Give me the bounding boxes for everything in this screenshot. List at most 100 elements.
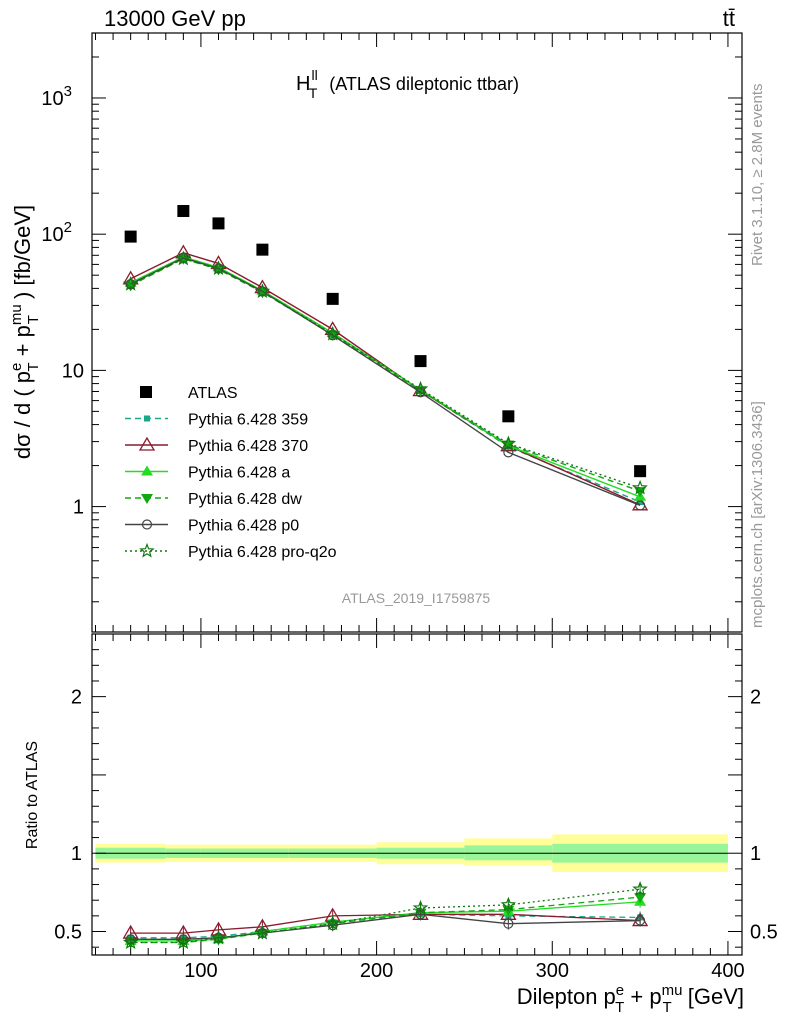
ratio-point-5 — [175, 934, 192, 950]
ratio-y-tick-label-right: 2 — [750, 687, 761, 709]
legend-label-0: Pythia 6.428 359 — [188, 412, 308, 429]
series-point-5 — [210, 260, 227, 276]
ylabel-b-sub: T — [25, 362, 42, 371]
legend-marker-5 — [139, 542, 155, 558]
ratio-line-2 — [130, 901, 641, 942]
header-process: 13000 GeV pp — [104, 6, 246, 31]
series-point-5 — [175, 250, 192, 266]
x-tick-label: 100 — [184, 960, 217, 982]
atlas-data-point — [212, 217, 225, 230]
ratio-y-tick-label: 2 — [71, 687, 82, 709]
series-point-4 — [327, 330, 338, 341]
ylabel-e: ) [fb/GeV] — [10, 205, 35, 305]
ylabel-a: dσ / d ( p — [10, 371, 35, 459]
ratio-line-4 — [130, 913, 641, 940]
atlas-data-point — [634, 465, 647, 478]
x-tick-label: 200 — [360, 960, 393, 982]
series-point-4 — [635, 500, 646, 511]
series-point-4 — [503, 447, 514, 458]
legend-label-1: Pythia 6.428 370 — [188, 438, 308, 455]
atlas-data-point — [124, 230, 137, 243]
main-series-layer — [122, 204, 649, 511]
ratio-series-layer — [122, 881, 649, 950]
atlas-data-point — [502, 410, 515, 423]
side-text-mcplots: mcplots.cern.ch [arXiv:1306.3436] — [749, 401, 766, 628]
legend-label-atlas: ATLAS — [188, 385, 238, 402]
x-tick-label: 300 — [536, 960, 569, 982]
ratio-point-5 — [122, 934, 139, 950]
title-var: H — [296, 73, 310, 95]
series-point-0 — [637, 499, 644, 506]
xlabel-a: Dilepton p — [517, 984, 616, 1009]
main-panel-frame — [91, 32, 743, 633]
series-point-5 — [632, 479, 648, 495]
ratio-point-4 — [503, 918, 514, 929]
ratio-y-tick-label-right: 0.5 — [750, 922, 778, 944]
ratio-panel-frame — [91, 633, 743, 956]
ratio-point-5 — [632, 881, 648, 896]
series-point-5 — [324, 325, 341, 341]
series-point-5 — [122, 275, 139, 291]
ratio-line-0 — [130, 913, 641, 939]
ratio-line-5 — [130, 888, 641, 944]
xlabel-c: + p — [624, 984, 661, 1009]
legend-label-2: Pythia 6.428 a — [188, 465, 290, 482]
ratio-line-3 — [130, 896, 641, 944]
atlas-data-point — [256, 243, 269, 256]
series-point-5 — [254, 283, 271, 299]
axis-ticks: 1 10 102 103 100 200 300 400 0.5 0.5 1 1 2 2 — [41, 32, 778, 982]
ratio-point-5 — [210, 929, 227, 945]
header-final-state: tt̄ — [723, 6, 735, 31]
legend-marker-1 — [138, 436, 156, 451]
legend-label-5: Pythia 6.428 pro-q2o — [188, 544, 337, 561]
series-line-3 — [130, 258, 641, 492]
x-axis-label: Dilepton pe T + pmu T [GeV] — [517, 982, 744, 1016]
ratio-y-tick-label: 0.5 — [54, 922, 82, 944]
ratio-line-1 — [130, 913, 641, 934]
side-text-rivet: Rivet 3.1.10, ≥ 2.8M events — [749, 84, 766, 267]
ratio-point-4 — [635, 915, 646, 926]
ratio-y-tick-label-right: 1 — [750, 843, 761, 865]
xlabel-d-sub: T — [662, 999, 671, 1016]
atlas-data-point — [414, 355, 427, 368]
ratio-point-5 — [500, 896, 517, 912]
atlas-data-point — [326, 292, 339, 305]
xlabel-b-sup: e — [616, 982, 624, 999]
ratio-point-5 — [412, 899, 429, 915]
ratio-y-tick-label: 1 — [71, 843, 82, 865]
x-tick-label: 400 — [711, 960, 744, 982]
series-line-5 — [130, 258, 641, 489]
legend-label-3: Pythia 6.428 dw — [188, 491, 302, 508]
ratio-point-5 — [324, 915, 341, 931]
main-y-tick-label: 1 — [73, 497, 84, 519]
xlabel-b-sub: T — [615, 999, 624, 1016]
legend-marker-atlas — [140, 386, 152, 398]
xlabel-d-sup: mu — [662, 982, 683, 999]
title-var-sup: ll — [311, 67, 317, 83]
series-point-3 — [177, 254, 190, 265]
legend: ATLAS Pythia 6.428 359 Pythia 6.428 370 Pyt… — [125, 385, 337, 561]
xlabel-e: [GeV] — [682, 984, 744, 1009]
ratio-y-axis-label: Ratio to ATLAS — [24, 741, 41, 849]
main-y-tick-label: 102 — [41, 219, 72, 246]
title-rest: (ATLAS dileptonic ttbar) — [329, 74, 519, 94]
series-point-5 — [500, 435, 517, 451]
ratio-uncertainty-bands — [95, 834, 728, 873]
legend-marker-2 — [141, 465, 153, 476]
ylabel-c: + p — [10, 325, 35, 362]
main-panel-title: Hll T (ATLAS dileptonic ttbar) — [296, 67, 519, 101]
legend-marker-0 — [144, 415, 150, 422]
main-y-tick-label: 10 — [62, 360, 84, 382]
title-var-sub: T — [309, 85, 318, 101]
series-point-3 — [502, 440, 515, 451]
ylabel-d-sup: mu — [8, 304, 25, 325]
atlas-data-point — [177, 204, 190, 217]
ylabel-b-sup: e — [8, 363, 25, 371]
series-point-3 — [256, 288, 269, 299]
series-point-5 — [412, 380, 429, 396]
ratio-point-3 — [634, 893, 647, 904]
analysis-watermark: ATLAS_2019_I1759875 — [342, 590, 491, 606]
main-y-axis-label: dσ / d ( peT + pmuT ) [fb/GeV] — [8, 205, 42, 459]
main-y-tick-label: 103 — [41, 83, 72, 110]
